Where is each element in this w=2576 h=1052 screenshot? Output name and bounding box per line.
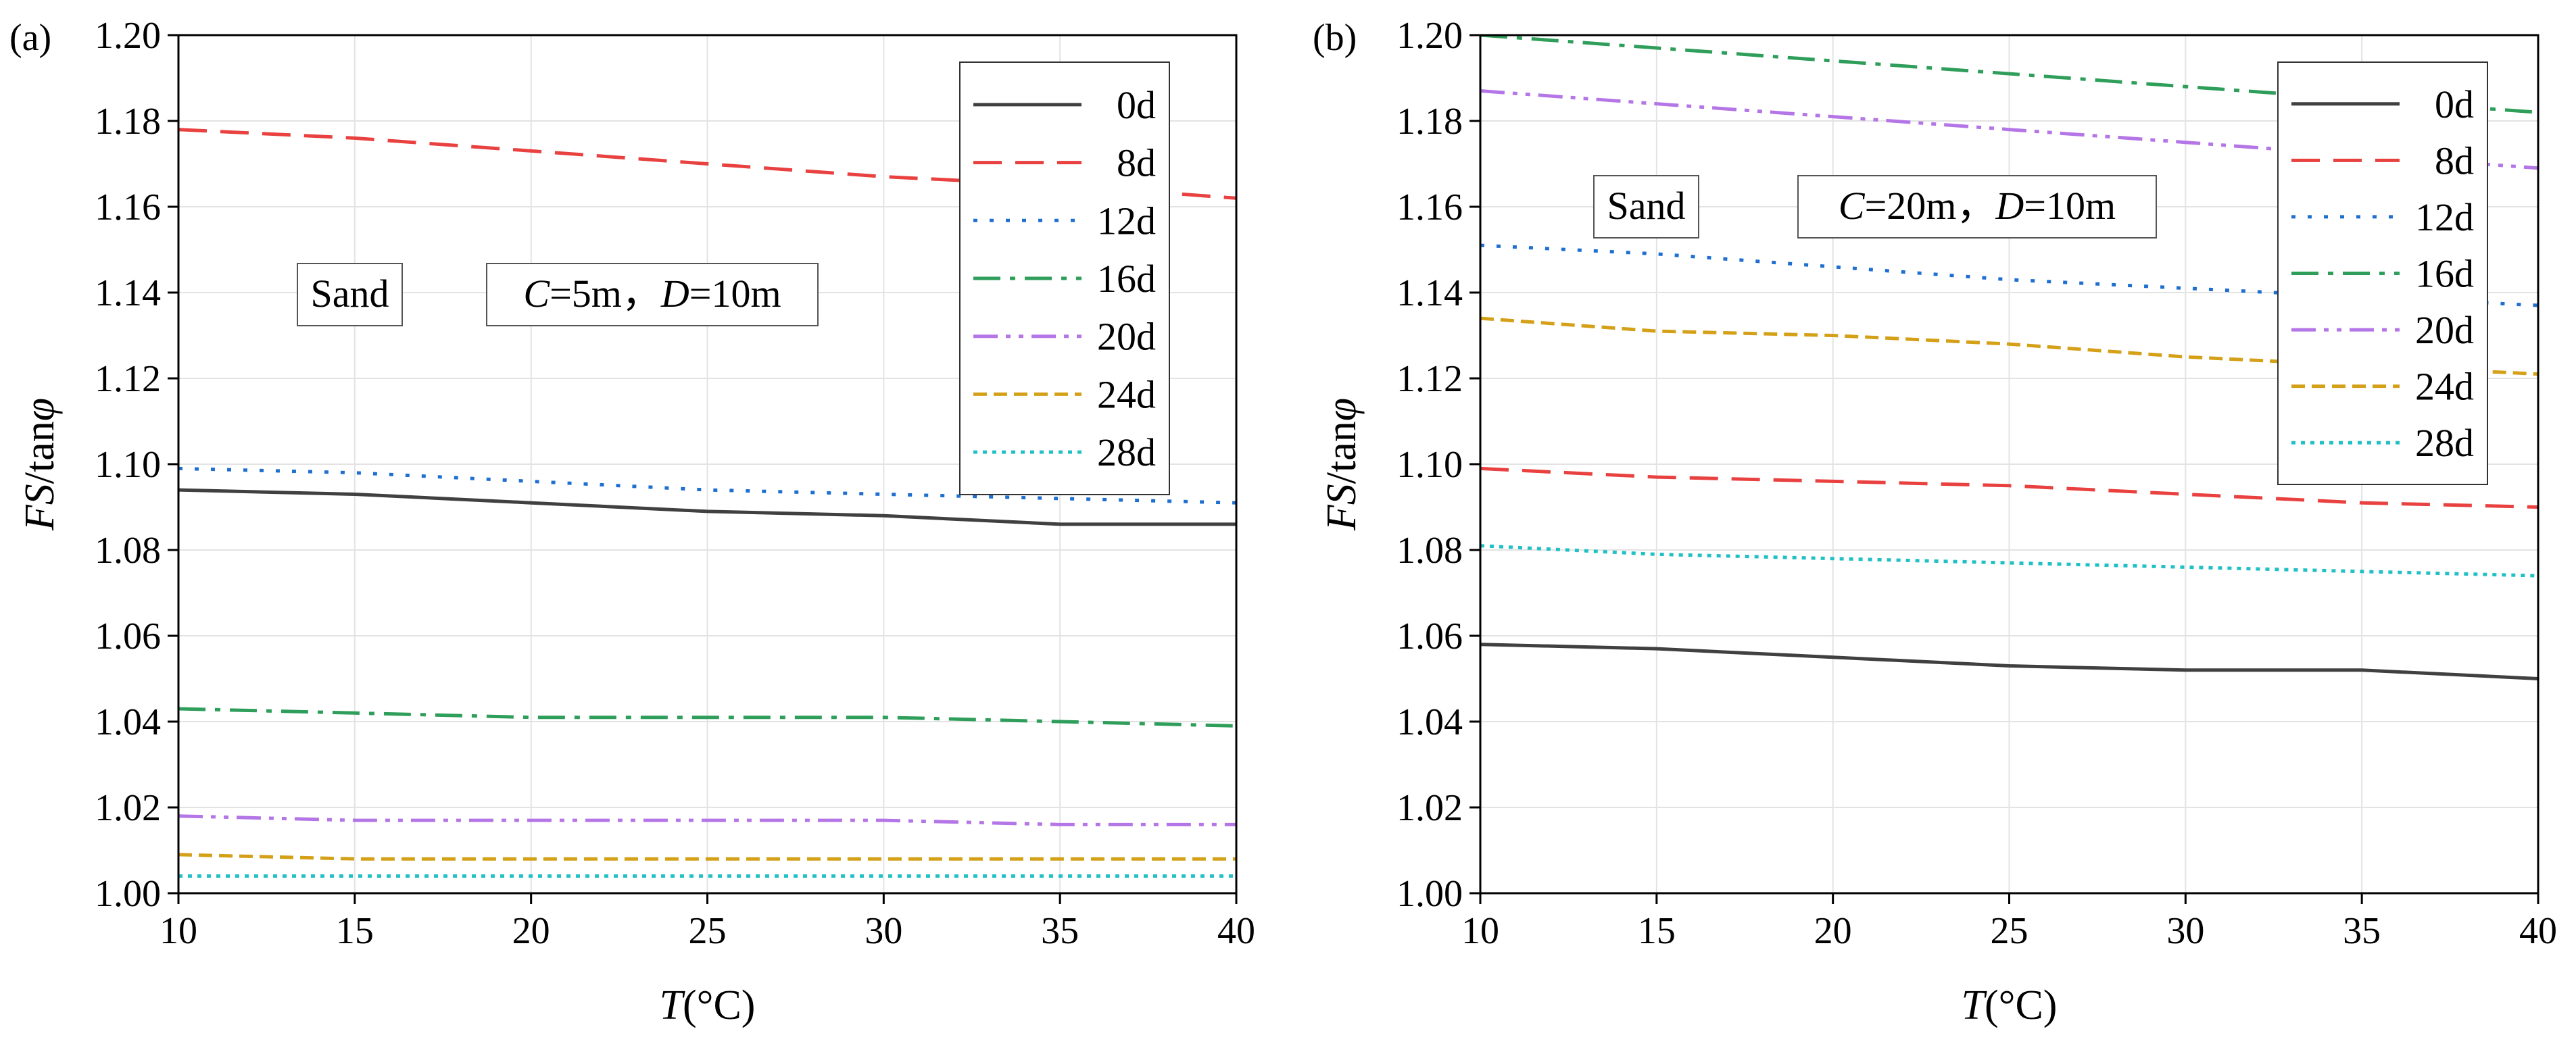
x-tick-label: 15 [1638, 910, 1676, 952]
x-tick-label: 20 [512, 910, 550, 952]
y-tick-label: 1.04 [95, 701, 161, 743]
legend-label-12d: 12d [2415, 195, 2474, 239]
y-tick-label: 1.16 [1396, 186, 1463, 228]
series-line-20d [178, 814, 1236, 826]
legend-label-0d: 0d [2435, 82, 2474, 126]
x-tick-label: 40 [2519, 910, 2557, 952]
y-tick-label: 1.16 [95, 186, 161, 228]
y-tick-label: 1.02 [1396, 787, 1463, 829]
x-tick-label: 15 [336, 910, 374, 952]
legend-label-20d: 20d [1097, 315, 1156, 359]
legend-label-28d: 28d [1097, 430, 1156, 474]
legend-label-24d: 24d [2415, 365, 2474, 409]
legend: 0d 8d 12d 16d 20d 24d 28d [2277, 61, 2488, 485]
params-label: C=20m，D=10m [1839, 184, 2116, 228]
y-tick-label: 1.00 [95, 873, 161, 915]
legend-label-20d: 20d [2415, 308, 2474, 352]
legend: 0d 8d 12d 16d 20d 24d 28d [959, 61, 1170, 495]
series-line-8d [1480, 466, 2538, 509]
legend-label-16d: 16d [2415, 252, 2474, 296]
x-tick-label: 30 [865, 910, 902, 952]
legend-label-24d: 24d [1097, 372, 1156, 416]
legend-label-16d: 16d [1097, 257, 1156, 301]
legend-label-0d: 0d [1117, 83, 1156, 127]
y-axis-title: FS/tanφ [1319, 398, 1365, 531]
x-tick-label: 40 [1217, 910, 1255, 952]
series-line-0d [178, 488, 1236, 526]
x-tick-label: 35 [2343, 910, 2381, 952]
legend-label-8d: 8d [2435, 139, 2474, 182]
material-label: Sand [1607, 184, 1686, 228]
legend-label-12d: 12d [1097, 199, 1156, 243]
y-tick-label: 1.14 [95, 272, 161, 314]
material-box [297, 263, 403, 326]
x-tick-label: 10 [160, 910, 197, 952]
y-tick-label: 1.20 [95, 15, 161, 57]
series-line-16d [178, 707, 1236, 728]
x-tick-label: 25 [689, 910, 727, 952]
y-tick-label: 1.20 [1396, 15, 1463, 57]
params-box [1797, 175, 2157, 239]
y-tick-label: 1.12 [1396, 358, 1463, 400]
chart-panel-b: 10 15 20 25 30 35 40 1.00 1.02 1.04 1.06 1.08 1.10 1.… [1313, 15, 2557, 1028]
legend-label-28d: 28d [2415, 421, 2474, 465]
y-tick-label: 1.18 [95, 101, 161, 143]
params-box [486, 263, 819, 326]
legend-label-8d: 8d [1117, 141, 1156, 185]
material-box [1593, 175, 1699, 239]
x-tick-label: 20 [1814, 910, 1852, 952]
y-tick-label: 1.08 [95, 530, 161, 572]
series-line-24d [178, 853, 1236, 861]
y-tick-label: 1.10 [1396, 444, 1463, 486]
x-tick-label: 10 [1461, 910, 1499, 952]
y-axis-title: FS/tanφ [17, 398, 63, 531]
x-axis-title: T(°C) [660, 982, 756, 1028]
y-tick-label: 1.02 [95, 787, 161, 829]
y-tick-label: 1.00 [1396, 873, 1463, 915]
material-label: Sand [311, 272, 389, 316]
y-tick-label: 1.14 [1396, 272, 1463, 314]
y-tick-label: 1.10 [95, 444, 161, 486]
y-tick-label: 1.06 [1396, 616, 1463, 657]
panel-label: (b) [1313, 17, 1357, 59]
chart-panel-a: 10 15 20 25 30 35 40 1.00 1.02 1.04 1.06 1.08 1.10 1.… [9, 15, 1255, 1028]
series-line-28d [1480, 544, 2538, 578]
x-tick-label: 30 [2166, 910, 2204, 952]
y-tick-label: 1.04 [1396, 701, 1463, 743]
x-tick-label: 25 [1991, 910, 2028, 952]
y-tick-label: 1.08 [1396, 530, 1463, 572]
y-tick-label: 1.12 [95, 358, 161, 400]
series-line-0d [1480, 643, 2538, 680]
panel-label: (a) [9, 17, 51, 59]
series-lines [178, 128, 1236, 878]
params-label: C=5m，D=10m [523, 272, 781, 316]
x-tick-label: 35 [1041, 910, 1079, 952]
y-tick-label: 1.18 [1396, 101, 1463, 143]
x-axis-title: T(°C) [1962, 982, 2058, 1028]
y-tick-label: 1.06 [95, 616, 161, 657]
